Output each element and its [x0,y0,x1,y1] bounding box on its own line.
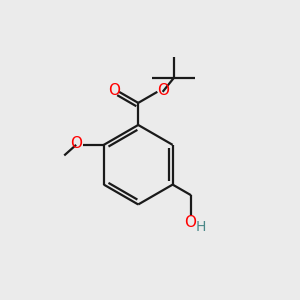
Text: O: O [108,83,120,98]
Text: O: O [70,136,82,151]
Text: O: O [157,83,169,98]
Text: O: O [184,215,196,230]
Text: H: H [195,220,206,234]
